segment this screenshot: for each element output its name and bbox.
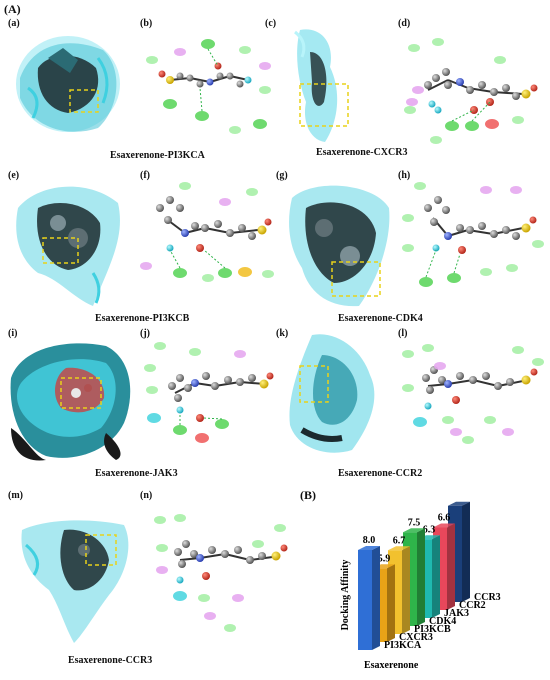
figure-label-a: (A) bbox=[4, 2, 21, 16]
docking-affinity-chart: Docking Affinity Esaxerenone CCR3 7.7 CCR2… bbox=[300, 491, 548, 675]
bar-side-cdk4 bbox=[417, 528, 425, 626]
interaction-diagram-pi3kcb bbox=[140, 178, 275, 308]
bar-side-ccr3 bbox=[462, 501, 470, 602]
bar-side-jak3 bbox=[432, 535, 440, 618]
panel-tag-j: (j) bbox=[140, 328, 150, 339]
interaction-diagram-ccr3 bbox=[150, 508, 295, 638]
bar-top-ccr2 bbox=[433, 523, 455, 528]
panel-tag-d: (d) bbox=[398, 18, 411, 29]
category-label-ccr3: CCR3 bbox=[474, 592, 501, 603]
panel-tag-m: (m) bbox=[8, 490, 23, 501]
y-axis-label: Docking Affinity bbox=[340, 560, 351, 631]
protein-structure-pi3kca bbox=[8, 28, 128, 140]
ligand-interaction-2d bbox=[402, 344, 544, 444]
complex-title-ccr2: Esaxerenone-CCR2 bbox=[338, 468, 423, 479]
panel-tag-b: (b) bbox=[140, 18, 153, 29]
protein-ribbon-image bbox=[289, 185, 390, 307]
value-label-ccr2: 6.6 bbox=[438, 513, 451, 524]
bar-pi3kca bbox=[358, 550, 372, 650]
bar-top-cdk4 bbox=[403, 528, 425, 533]
protein-ribbon-image bbox=[16, 36, 120, 132]
complex-title-ccr3: Esaxerenone-CCR3 bbox=[68, 655, 153, 666]
value-label-cxcr3: 5.9 bbox=[378, 553, 391, 564]
protein-structure-ccr3 bbox=[14, 505, 136, 645]
category-label-pi3kca: PI3KCA bbox=[384, 640, 422, 651]
protein-ribbon-image bbox=[16, 186, 120, 306]
panel-tag-l: (l) bbox=[398, 328, 408, 339]
complex-title-jak3: Esaxerenone-JAK3 bbox=[95, 468, 178, 479]
protein-surface-jak3 bbox=[6, 338, 136, 463]
bar-side-cxcr3 bbox=[387, 564, 395, 642]
value-label-cdk4: 7.5 bbox=[408, 517, 421, 528]
bar-top-ccr3 bbox=[448, 501, 470, 506]
bar-chart-svg: Docking Affinity Esaxerenone CCR3 7.7 CCR2… bbox=[340, 491, 501, 671]
ligand-interaction-2d bbox=[144, 342, 274, 443]
value-label-pi3kca: 8.0 bbox=[363, 535, 376, 546]
panel-tag-h: (h) bbox=[398, 170, 411, 181]
figure-label-b: (B) bbox=[300, 488, 316, 502]
bar-side-ccr2 bbox=[447, 523, 455, 610]
interaction-diagram-cdk4 bbox=[398, 178, 546, 308]
category-label-cdk4: CDK4 bbox=[429, 616, 456, 627]
ligand-interaction-2d bbox=[404, 38, 538, 144]
protein-structure-cxcr3 bbox=[280, 22, 360, 147]
complex-title-cdk4: Esaxerenone-CDK4 bbox=[338, 313, 423, 324]
ligand-interaction-2d bbox=[146, 39, 271, 134]
ligand-interaction-2d bbox=[140, 182, 274, 282]
interaction-diagram-cxcr3 bbox=[398, 30, 546, 148]
protein-structure-pi3kcb bbox=[8, 178, 128, 308]
category-label-pi3kcb: PI3KCB bbox=[414, 624, 451, 635]
panel-tag-n: (n) bbox=[140, 490, 153, 501]
panel-tag-k: (k) bbox=[276, 328, 289, 339]
category-label-jak3: JAK3 bbox=[444, 608, 469, 619]
protein-ribbon-image bbox=[294, 29, 349, 142]
complex-title-cxcr3: Esaxerenone-CXCR3 bbox=[316, 147, 408, 158]
protein-surface-image bbox=[10, 343, 131, 461]
value-label-jak3: 6.3 bbox=[423, 524, 436, 535]
ligand-interaction-2d bbox=[402, 182, 544, 287]
protein-structure-ccr2 bbox=[282, 330, 392, 460]
interaction-diagram-jak3 bbox=[140, 338, 275, 463]
protein-ribbon-image bbox=[289, 334, 375, 453]
panel-tag-f: (f) bbox=[140, 170, 150, 181]
bar-side-pi3kcb bbox=[402, 546, 410, 634]
protein-ribbon-image bbox=[21, 520, 129, 643]
ligand-interaction-2d bbox=[154, 514, 288, 632]
bar-top-pi3kcb bbox=[388, 546, 410, 551]
complex-title-pi3kcb: Esaxerenone-PI3KCB bbox=[95, 313, 190, 324]
interaction-diagram-pi3kca bbox=[140, 30, 275, 142]
value-label-pi3kcb: 6.7 bbox=[393, 535, 406, 546]
panel-tag-g: (g) bbox=[276, 170, 288, 181]
complex-title-pi3kca: Esaxerenone-PI3KCA bbox=[110, 150, 205, 161]
value-label-ccr3: 7.7 bbox=[453, 500, 466, 502]
bar-side-pi3kca bbox=[372, 546, 380, 650]
panel-tag-c: (c) bbox=[265, 18, 277, 29]
bar-top-pi3kca bbox=[358, 546, 380, 550]
category-label-cxcr3: CXCR3 bbox=[399, 632, 433, 643]
panel-tag-a: (a) bbox=[8, 18, 20, 29]
panel-tag-e: (e) bbox=[8, 170, 20, 181]
protein-structure-cdk4 bbox=[284, 178, 394, 310]
panel-tag-i: (i) bbox=[8, 328, 18, 339]
interaction-diagram-ccr2 bbox=[398, 336, 546, 464]
x-axis-label: Esaxerenone bbox=[364, 660, 419, 671]
category-label-ccr2: CCR2 bbox=[459, 600, 486, 611]
